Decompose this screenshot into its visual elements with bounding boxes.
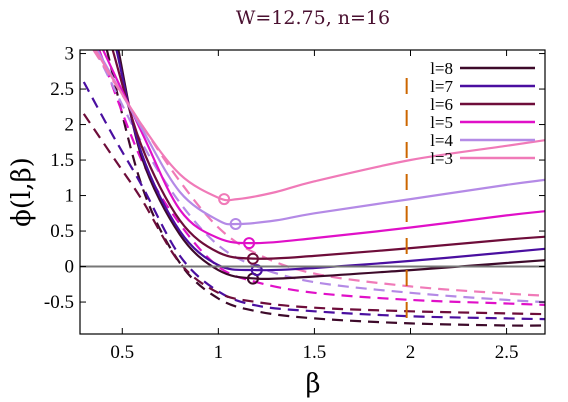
series-l-4-solid-line: [96, 50, 545, 226]
legend-label: l=7: [430, 77, 453, 96]
y-tick-label: 2: [65, 115, 75, 136]
x-ticks: 0.5 1 1.5 2 2.5: [110, 50, 518, 363]
series-l-8-solid-line: [117, 50, 545, 281]
series-l-3-dashed-line: [92, 50, 545, 297]
x-tick-label: 2.5: [495, 342, 519, 363]
y-tick-label: 0: [65, 257, 75, 278]
legend-label: l=6: [430, 95, 453, 114]
series-l-7-min-marker: [250, 264, 263, 277]
legend-label: l=5: [430, 113, 453, 132]
series-l-6-min-marker: [246, 252, 259, 265]
legend-label: l=4: [430, 131, 453, 150]
series-l-4-min-marker: [229, 217, 242, 230]
y-ticks: -0.5 0 0.5 1 1.5 2 2.5 3: [44, 44, 545, 313]
y-tick-label: 2.5: [50, 79, 74, 100]
series-l-7-solid-line: [115, 50, 545, 272]
x-axis-label: β: [305, 369, 320, 399]
plot-frame: [79, 49, 546, 335]
x-tick-label: 0.5: [110, 342, 134, 363]
series-l-5-solid-line: [102, 50, 545, 245]
y-tick-label: 1.5: [50, 150, 74, 171]
y-tick-label: 3: [65, 44, 75, 65]
y-tick-label: 1: [65, 186, 75, 207]
legend: l=8l=7l=6l=5l=4l=3: [430, 59, 535, 168]
x-tick-label: 1: [214, 342, 224, 363]
series-l-3-min-marker: [218, 193, 231, 206]
x-tick-label: 2: [406, 342, 416, 363]
series-l-7-dashed-line: [82, 81, 545, 321]
y-axis-label: ϕ(l,β): [7, 157, 37, 227]
legend-label: l=8: [430, 59, 453, 78]
series-l-5-min-marker: [243, 237, 256, 250]
y-tick-label: -0.5: [44, 292, 74, 313]
x-tick-label: 1.5: [303, 342, 327, 363]
y-tick-label: 0.5: [50, 221, 74, 242]
series-l-3-solid-line: [94, 50, 545, 202]
series-l-6-dashed-line: [82, 113, 545, 316]
reference-lines-layer: [80, 78, 545, 334]
chart-title: W=12.75, n=16: [236, 7, 390, 29]
curves-layer: [82, 50, 545, 327]
legend-label: l=3: [430, 149, 453, 168]
series-l-6-solid-line: [111, 50, 545, 260]
